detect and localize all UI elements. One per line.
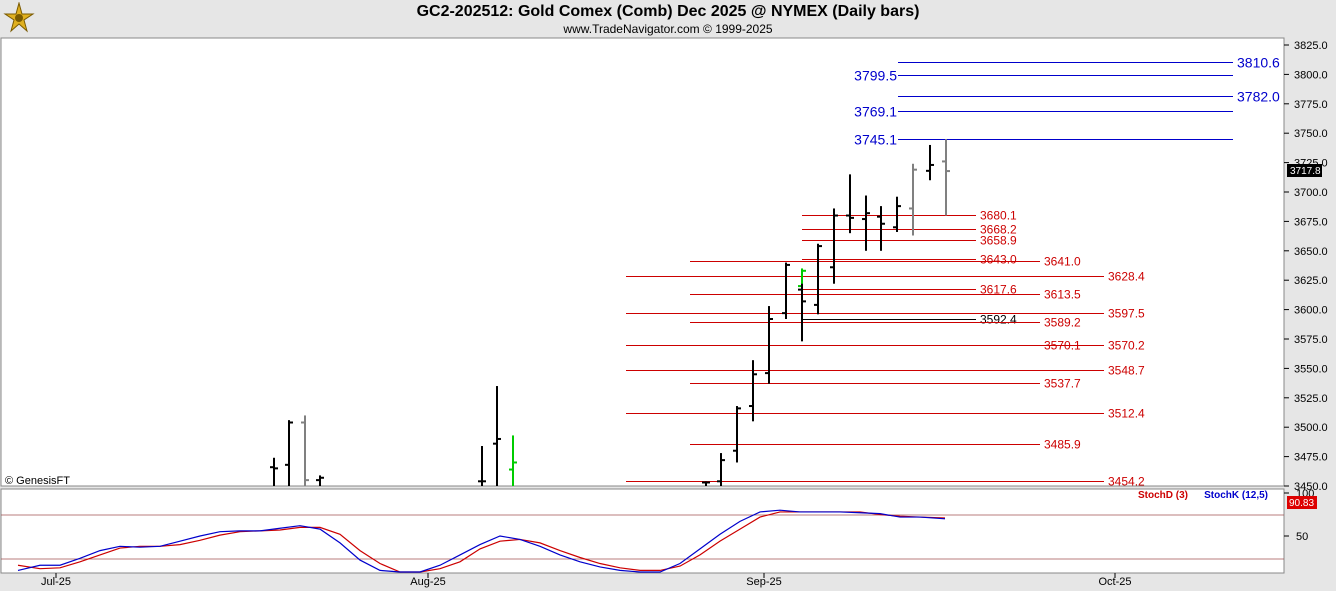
level-label: 3548.7: [1108, 364, 1145, 378]
level-label: 3745.1: [854, 132, 897, 148]
stoch-value-label: 90.83: [1289, 498, 1314, 509]
price-tick-label: 3800.0: [1294, 69, 1328, 81]
level-label: 3597.5: [1108, 307, 1145, 321]
level-label: 3512.4: [1108, 407, 1145, 421]
genesis-logo-icon: [3, 1, 35, 34]
price-tick-label: 3450.0: [1294, 481, 1328, 493]
stoch-k-legend: StochK (12,5): [1204, 490, 1268, 501]
level-label: 3617.6: [980, 283, 1017, 297]
price-tick-label: 3750.0: [1294, 128, 1328, 140]
price-tick-label: 3825.0: [1294, 40, 1328, 52]
watermark: © GenesisFT: [5, 475, 70, 487]
price-tick-label: 3600.0: [1294, 305, 1328, 317]
price-tick-label: 3675.0: [1294, 216, 1328, 228]
level-label: 3641.0: [1044, 255, 1081, 269]
date-axis: Jul-25 Aug-25 Sep-25 Oct-25: [41, 573, 1132, 588]
price-tick-label: 3775.0: [1294, 99, 1328, 111]
price-tick-label: 3700.0: [1294, 187, 1328, 199]
date-tick-label: Sep-25: [746, 576, 781, 588]
date-tick-label: Jul-25: [41, 576, 71, 588]
price-tick-label: 3475.0: [1294, 452, 1328, 464]
stochastic-panel: [0, 488, 1285, 574]
level-label: 3592.4: [980, 313, 1017, 327]
stoch-d-legend: StochD (3): [1138, 490, 1188, 501]
level-label: 3485.9: [1044, 438, 1081, 452]
chart-subtitle: www.TradeNavigator.com © 1999-2025: [563, 22, 773, 36]
price-tick-label: 3550.0: [1294, 363, 1328, 375]
stoch-value-box: [1287, 496, 1317, 509]
price-tick-label: 3500.0: [1294, 422, 1328, 434]
last-price-box: [1287, 164, 1322, 177]
level-label: 3628.4: [1108, 270, 1145, 284]
level-label: 3769.1: [854, 104, 897, 120]
level-label: 3537.7: [1044, 377, 1081, 391]
stoch-series-line: [17, 511, 946, 573]
level-label: 3680.1: [980, 209, 1017, 223]
level-label: 3613.5: [1044, 288, 1081, 302]
stochastic-lines: [17, 509, 946, 573]
stoch-tick-label: 50: [1296, 531, 1308, 543]
date-tick-label: Oct-25: [1098, 576, 1131, 588]
stoch-series-line: [17, 509, 946, 573]
price-tick-label: 3575.0: [1294, 334, 1328, 346]
level-label: 3643.0: [980, 253, 1017, 267]
price-panel: [0, 37, 1285, 487]
date-tick-label: Aug-25: [410, 576, 445, 588]
level-label: 3782.0: [1237, 89, 1280, 105]
level-label: 3570.2: [1108, 339, 1145, 353]
level-label: 3589.2: [1044, 316, 1081, 330]
level-label: 3810.6: [1237, 55, 1280, 71]
chart-header: GC2-202512: Gold Comex (Comb) Dec 2025 @…: [0, 0, 1336, 38]
level-label: 3668.2: [980, 223, 1017, 237]
price-tick-label: 3650.0: [1294, 246, 1328, 258]
price-bars: [270, 139, 950, 486]
price-tick-label: 3525.0: [1294, 393, 1328, 405]
price-tick-label: 3625.0: [1294, 275, 1328, 287]
level-label: 3799.5: [854, 68, 897, 84]
last-price-label: 3717.8: [1290, 166, 1321, 177]
level-label: 3658.9: [980, 234, 1017, 248]
level-label: 3454.2: [1108, 475, 1145, 489]
chart-title: GC2-202512: Gold Comex (Comb) Dec 2025 @…: [416, 3, 920, 20]
price-axis: 3825.03800.03775.03750.03725.03700.03675…: [1284, 40, 1328, 493]
